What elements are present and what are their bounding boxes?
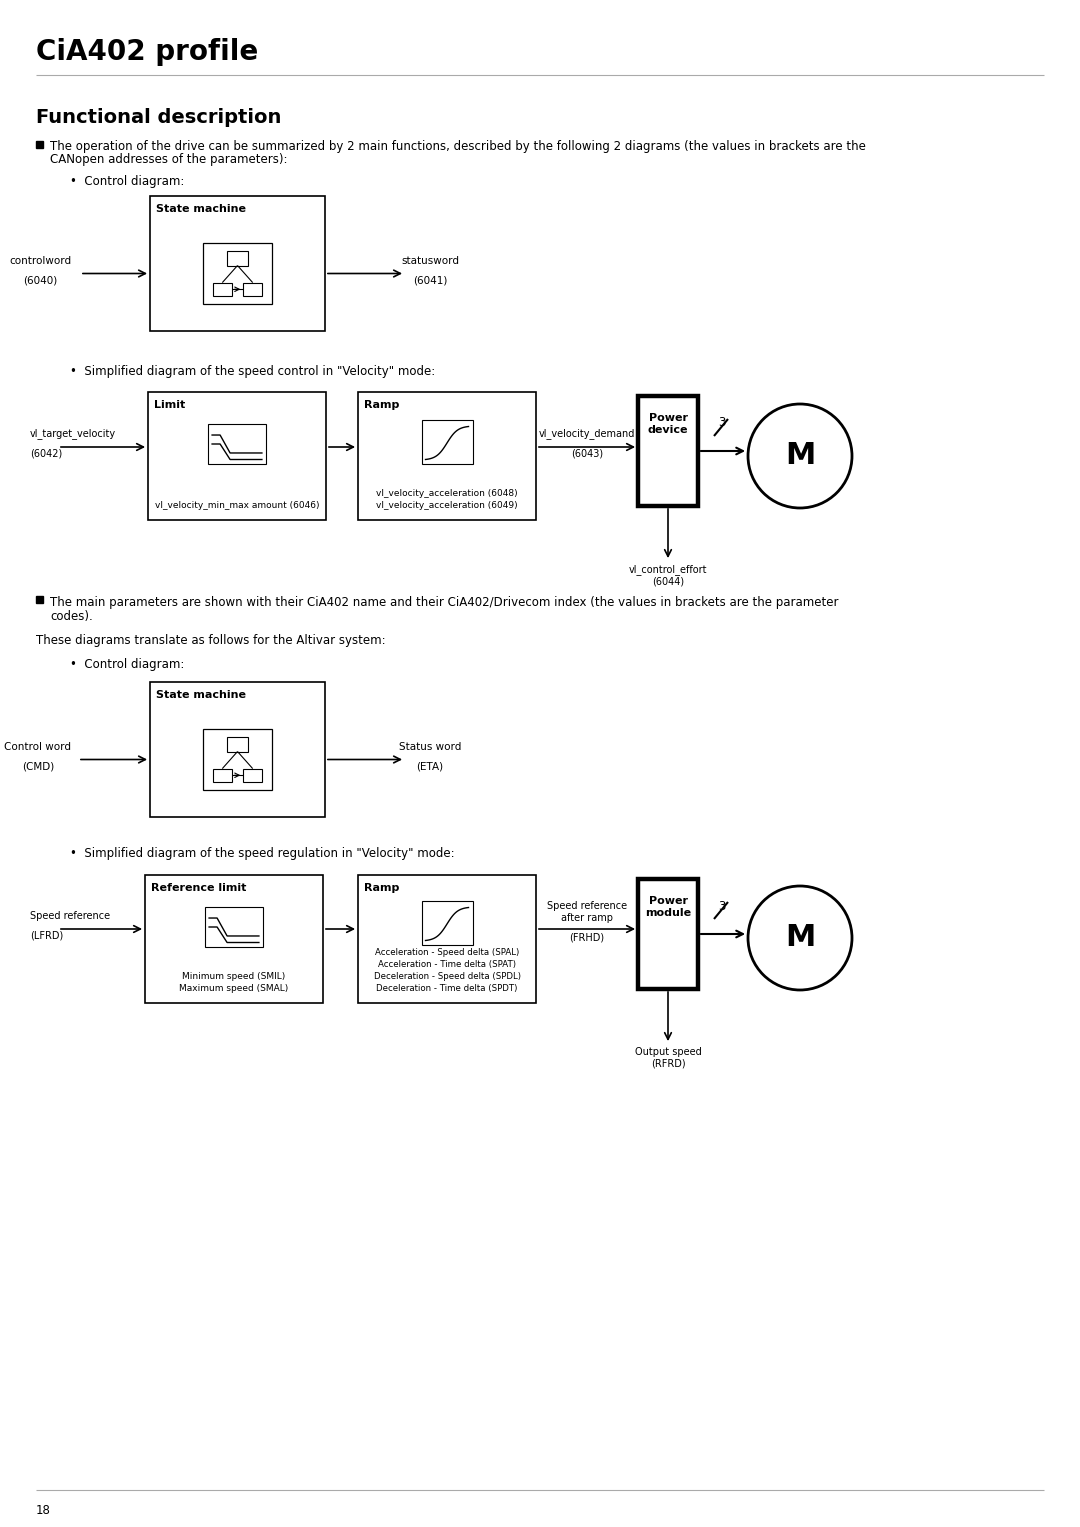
Text: (6041): (6041) — [413, 275, 447, 286]
Text: 18: 18 — [36, 1504, 51, 1516]
Bar — [213, 282, 232, 296]
Text: statusword: statusword — [401, 255, 459, 266]
Bar — [227, 250, 248, 266]
Text: (CMD): (CMD) — [22, 762, 54, 771]
Text: module: module — [645, 909, 691, 918]
Text: device: device — [648, 425, 688, 435]
Text: 3: 3 — [718, 899, 726, 913]
Bar — [243, 768, 262, 782]
Text: These diagrams translate as follows for the Altivar system:: These diagrams translate as follows for … — [36, 634, 386, 647]
Text: vl_control_effort: vl_control_effort — [629, 563, 707, 574]
Text: Reference limit: Reference limit — [151, 883, 246, 893]
Text: Control word: Control word — [4, 742, 71, 751]
Text: •  Simplified diagram of the speed regulation in "Velocity" mode:: • Simplified diagram of the speed regula… — [70, 847, 455, 860]
Bar — [150, 195, 325, 331]
Text: 3: 3 — [718, 417, 726, 429]
Text: vl_velocity_demand: vl_velocity_demand — [539, 428, 635, 438]
Text: Deceleration - Speed delta (SPDL): Deceleration - Speed delta (SPDL) — [374, 973, 521, 980]
Text: Acceleration - Speed delta (SPAL): Acceleration - Speed delta (SPAL) — [375, 948, 519, 957]
Text: Ramp: Ramp — [364, 883, 400, 893]
Text: vl_velocity_min_max amount (6046): vl_velocity_min_max amount (6046) — [154, 501, 320, 510]
Bar — [357, 875, 536, 1003]
Bar — [205, 907, 262, 947]
Text: CiA402 profile: CiA402 profile — [36, 38, 258, 66]
Bar — [421, 420, 473, 464]
Bar — [243, 282, 262, 296]
Bar — [208, 423, 266, 464]
Text: vl_target_velocity: vl_target_velocity — [30, 428, 117, 438]
Text: •  Control diagram:: • Control diagram: — [70, 176, 185, 188]
Bar — [36, 596, 43, 603]
Text: CANopen addresses of the parameters):: CANopen addresses of the parameters): — [50, 153, 287, 166]
Text: Status word: Status word — [399, 742, 461, 751]
Text: M: M — [785, 924, 815, 953]
Bar — [145, 875, 323, 1003]
Text: Output speed: Output speed — [635, 1048, 701, 1057]
Text: (FRHD): (FRHD) — [569, 933, 605, 944]
Text: Functional description: Functional description — [36, 108, 282, 127]
Text: controlword: controlword — [9, 255, 71, 266]
Text: Limit: Limit — [154, 400, 186, 411]
Text: •  Control diagram:: • Control diagram: — [70, 658, 185, 670]
Bar — [203, 728, 272, 789]
Bar — [357, 392, 536, 521]
Text: The operation of the drive can be summarized by 2 main functions, described by t: The operation of the drive can be summar… — [50, 140, 866, 153]
Bar — [227, 738, 248, 751]
Text: (RFRD): (RFRD) — [650, 1060, 686, 1069]
Text: •  Simplified diagram of the speed control in "Velocity" mode:: • Simplified diagram of the speed contro… — [70, 365, 435, 379]
Text: after ramp: after ramp — [561, 913, 613, 922]
Bar — [148, 392, 326, 521]
Text: (6042): (6042) — [30, 449, 63, 460]
Text: (6040): (6040) — [23, 275, 57, 286]
Text: vl_velocity_acceleration (6049): vl_velocity_acceleration (6049) — [376, 501, 517, 510]
Text: Ramp: Ramp — [364, 400, 400, 411]
Text: (ETA): (ETA) — [417, 762, 444, 771]
Text: State machine: State machine — [156, 205, 246, 214]
Bar — [203, 243, 272, 304]
Text: Speed reference: Speed reference — [546, 901, 627, 912]
Text: Power: Power — [648, 412, 688, 423]
Text: State machine: State machine — [156, 690, 246, 699]
Text: codes).: codes). — [50, 609, 93, 623]
Bar — [213, 768, 232, 782]
Bar — [638, 880, 698, 989]
Bar — [421, 901, 473, 945]
Bar — [638, 395, 698, 505]
Text: Acceleration - Time delta (SPAT): Acceleration - Time delta (SPAT) — [378, 960, 516, 970]
Text: (6044): (6044) — [652, 576, 684, 586]
Bar — [150, 683, 325, 817]
Text: Power: Power — [648, 896, 688, 906]
Text: Minimum speed (SMIL): Minimum speed (SMIL) — [183, 973, 285, 980]
Text: (6043): (6043) — [571, 449, 603, 460]
Text: Deceleration - Time delta (SPDT): Deceleration - Time delta (SPDT) — [376, 983, 517, 993]
Text: The main parameters are shown with their CiA402 name and their CiA402/Drivecom i: The main parameters are shown with their… — [50, 596, 838, 609]
Text: Speed reference: Speed reference — [30, 912, 110, 921]
Bar — [36, 140, 43, 148]
Text: M: M — [785, 441, 815, 470]
Text: (LFRD): (LFRD) — [30, 931, 64, 941]
Text: vl_velocity_acceleration (6048): vl_velocity_acceleration (6048) — [376, 489, 517, 498]
Text: Maximum speed (SMAL): Maximum speed (SMAL) — [179, 983, 288, 993]
